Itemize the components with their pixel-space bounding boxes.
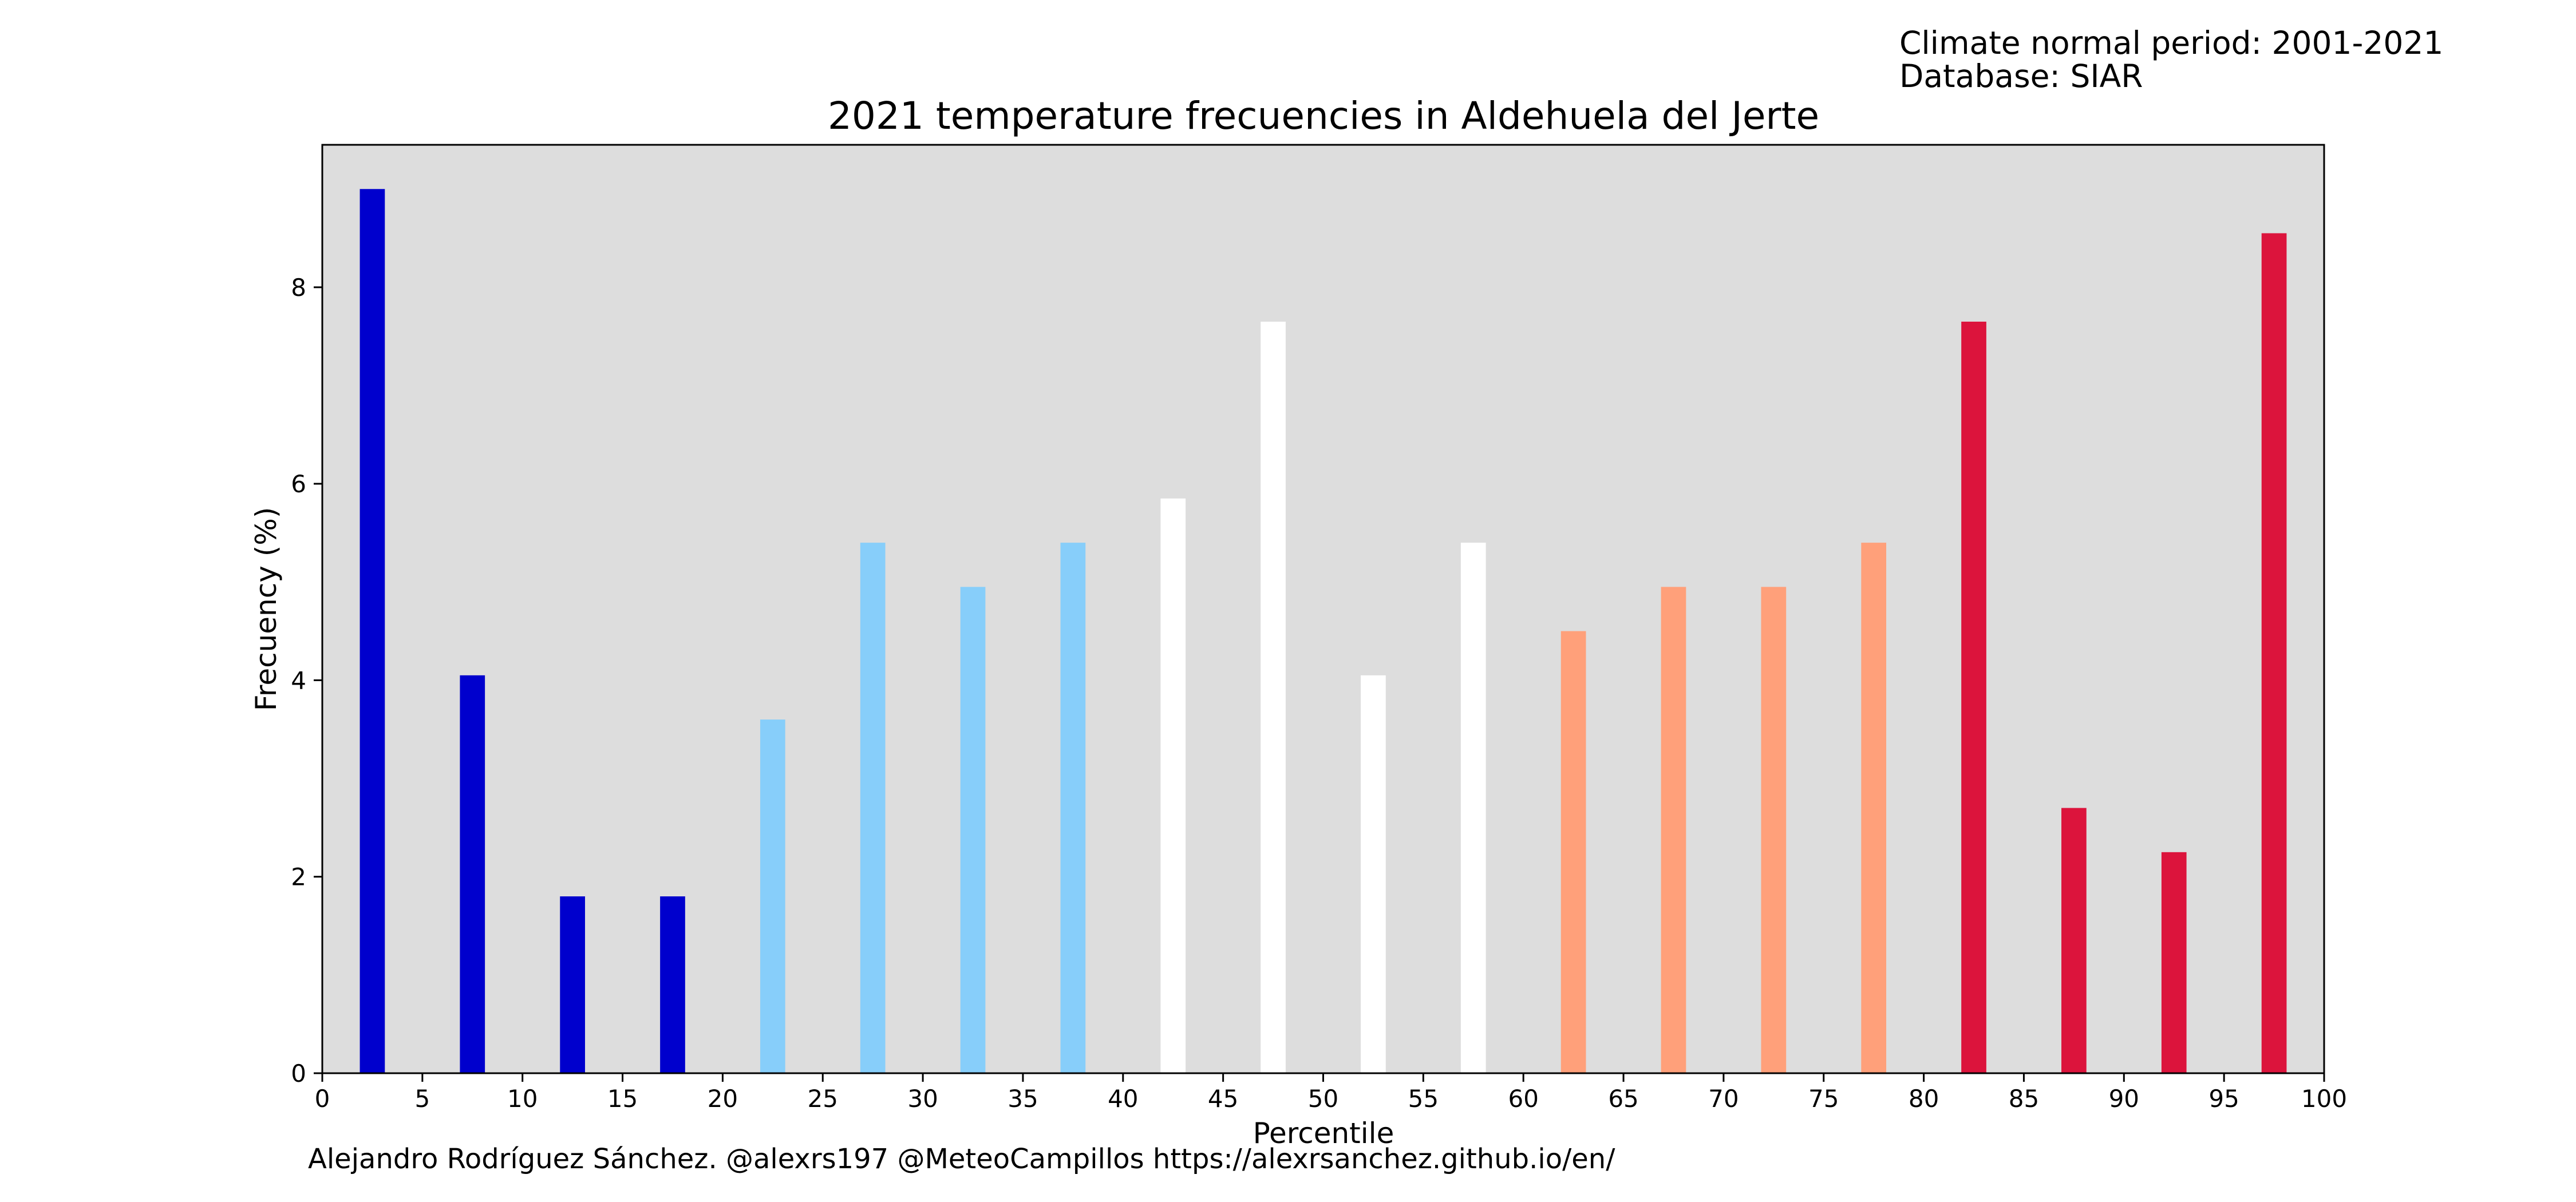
bar-92.5: [2161, 852, 2187, 1073]
x-tick-label: 15: [607, 1085, 638, 1113]
y-tick-label: 6: [291, 470, 306, 498]
bar-52.5: [1361, 675, 1386, 1073]
bar-47.5: [1261, 321, 1286, 1073]
bar-97.5: [2261, 233, 2287, 1073]
x-tick-label: 70: [1708, 1085, 1739, 1113]
x-tick-label: 100: [2301, 1085, 2347, 1113]
bar-57.5: [1460, 543, 1486, 1073]
x-axis-label: Percentile: [1253, 1117, 1394, 1150]
y-tick-label: 4: [291, 666, 306, 694]
x-tick-label: 5: [414, 1085, 430, 1113]
bar-82.5: [1961, 321, 1986, 1073]
x-tick-label: 95: [2208, 1085, 2239, 1113]
x-tick-label: 75: [1808, 1085, 1839, 1113]
bar-12.5: [560, 896, 585, 1073]
bar-87.5: [2061, 808, 2087, 1073]
bar-72.5: [1761, 587, 1787, 1073]
x-tick-label: 85: [2009, 1085, 2039, 1113]
chart-title: 2021 temperature frecuencies in Aldehuel…: [828, 94, 1819, 138]
bar-2.5: [359, 189, 385, 1074]
credits-text: Alejandro Rodríguez Sánchez. @alexrs197 …: [308, 1143, 1615, 1175]
x-tick-label: 35: [1008, 1085, 1038, 1113]
x-tick-label: 80: [1909, 1085, 1939, 1113]
y-tick-label: 8: [291, 274, 306, 302]
x-tick-label: 60: [1508, 1085, 1538, 1113]
bars-group: [359, 189, 2287, 1074]
x-tick-label: 10: [507, 1085, 538, 1113]
x-tick-label: 90: [2109, 1085, 2139, 1113]
plot-area: [322, 145, 2324, 1073]
x-tick-label: 50: [1308, 1085, 1338, 1113]
bar-17.5: [660, 896, 685, 1073]
bar-7.5: [460, 675, 485, 1073]
x-tick-label: 25: [808, 1085, 838, 1113]
x-tick-label: 20: [708, 1085, 738, 1113]
bar-32.5: [960, 587, 986, 1073]
x-tick-label: 65: [1608, 1085, 1638, 1113]
x-tick-label: 45: [1208, 1085, 1238, 1113]
climate-period-text: Climate normal period: 2001-2021: [1899, 25, 2444, 61]
bar-67.5: [1661, 587, 1686, 1073]
bar-22.5: [760, 719, 785, 1073]
bar-27.5: [860, 543, 886, 1073]
y-axis: 0 2 4 6 8: [291, 274, 322, 1088]
x-axis: 0 5 10 15 20 25 30 35 40 45 50 55 60 65 70 75 80 85 90 95 10…: [315, 1073, 2347, 1113]
y-axis-label: Frecuency (%): [250, 507, 283, 711]
database-text: Database: SIAR: [1899, 58, 2143, 94]
x-tick-label: 0: [315, 1085, 330, 1113]
bar-37.5: [1060, 543, 1086, 1073]
y-tick-label: 2: [291, 863, 306, 891]
bar-62.5: [1560, 631, 1586, 1073]
x-tick-label: 55: [1408, 1085, 1439, 1113]
x-tick-label: 30: [907, 1085, 938, 1113]
x-tick-label: 40: [1108, 1085, 1138, 1113]
bar-77.5: [1861, 543, 1887, 1073]
bar-42.5: [1160, 498, 1186, 1073]
y-tick-label: 0: [291, 1059, 306, 1088]
